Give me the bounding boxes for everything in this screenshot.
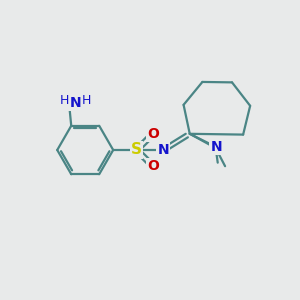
Text: N: N <box>70 96 81 110</box>
Text: N: N <box>210 140 222 154</box>
Text: O: O <box>147 127 159 141</box>
Text: S: S <box>131 142 142 158</box>
Text: N: N <box>158 143 169 157</box>
Text: H: H <box>59 94 69 107</box>
Text: H: H <box>82 94 91 107</box>
Text: O: O <box>147 159 159 173</box>
